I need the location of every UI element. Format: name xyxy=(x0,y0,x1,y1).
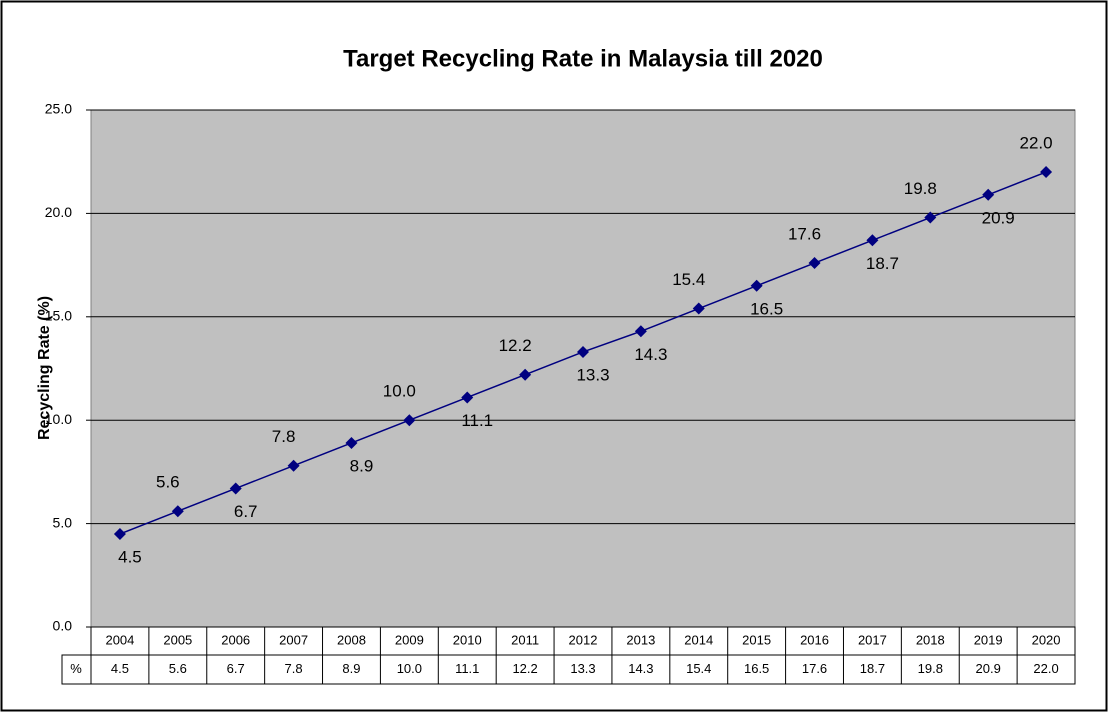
marker xyxy=(1040,166,1053,179)
marker xyxy=(577,345,589,358)
x-tick-label: 2016 xyxy=(800,632,829,647)
marker xyxy=(982,188,995,201)
table-value: 15.4 xyxy=(686,661,711,676)
x-tick-label: 2005 xyxy=(163,632,192,647)
marker xyxy=(866,234,879,247)
table-value: 22.0 xyxy=(1033,661,1058,676)
plot-area xyxy=(90,109,1076,628)
table-value: 18.7 xyxy=(860,661,885,676)
data-label: 22.0 xyxy=(1020,134,1053,153)
y-tick-label: 15.0 xyxy=(45,308,72,324)
data-label: 8.9 xyxy=(350,456,374,475)
x-tick-label: 2017 xyxy=(858,632,887,647)
data-label: 12.2 xyxy=(499,336,532,355)
marker xyxy=(113,527,126,540)
data-label: 13.3 xyxy=(576,365,609,384)
marker xyxy=(229,482,242,495)
x-tick-label: 2004 xyxy=(105,632,134,647)
data-label: 18.7 xyxy=(866,254,899,273)
y-axis-label: Recycling Rate (%) xyxy=(36,296,53,440)
x-tick-label: 2012 xyxy=(569,632,598,647)
marker xyxy=(461,391,474,404)
table-value: 10.0 xyxy=(397,661,422,676)
data-label: 19.8 xyxy=(904,179,937,198)
x-tick-label: 2020 xyxy=(1032,632,1061,647)
data-label: 16.5 xyxy=(750,299,783,318)
marker xyxy=(171,505,184,518)
y-tick-label: 25.0 xyxy=(45,101,72,117)
table-value: 11.1 xyxy=(455,661,479,676)
table-value: 14.3 xyxy=(628,661,653,676)
x-tick-label: 2007 xyxy=(279,632,308,647)
y-tick-label: 0.0 xyxy=(53,618,73,634)
table-value: 16.5 xyxy=(744,661,769,676)
x-tick-label: 2018 xyxy=(916,632,945,647)
x-tick-label: 2019 xyxy=(974,632,1003,647)
data-label: 17.6 xyxy=(788,225,821,244)
marker xyxy=(750,279,763,292)
table-value: 8.9 xyxy=(342,661,360,676)
marker xyxy=(287,459,300,472)
x-tick-label: 2010 xyxy=(453,632,482,647)
x-tick-label: 2011 xyxy=(511,632,539,647)
x-tick-label: 2008 xyxy=(337,632,366,647)
table-value: 17.6 xyxy=(802,661,827,676)
marker xyxy=(692,302,705,315)
data-table-header xyxy=(90,626,1076,656)
table-row-label: % xyxy=(70,661,82,676)
table-value: 6.7 xyxy=(227,661,245,676)
chart-title: Target Recycling Rate in Malaysia till 2… xyxy=(343,45,823,72)
table-value: 4.5 xyxy=(111,661,129,676)
table-value: 12.2 xyxy=(512,661,537,676)
x-tick-label: 2006 xyxy=(221,632,250,647)
table-value: 13.3 xyxy=(570,661,595,676)
data-label: 20.9 xyxy=(982,208,1015,227)
table-value: 7.8 xyxy=(285,661,303,676)
data-label: 6.7 xyxy=(234,502,258,521)
marker xyxy=(808,257,821,270)
y-tick-label: 5.0 xyxy=(53,514,73,530)
data-label: 11.1 xyxy=(461,411,493,430)
marker xyxy=(924,211,937,224)
data-label: 15.4 xyxy=(672,270,705,289)
x-tick-label: 2014 xyxy=(684,632,713,647)
x-tick-label: 2013 xyxy=(626,632,655,647)
x-tick-label: 2015 xyxy=(742,632,771,647)
data-label: 5.6 xyxy=(156,473,180,492)
data-label: 14.3 xyxy=(634,345,667,364)
data-label: 4.5 xyxy=(118,547,142,566)
table-value: 19.8 xyxy=(918,661,943,676)
marker xyxy=(519,368,532,381)
marker xyxy=(403,414,416,427)
table-value: 5.6 xyxy=(169,661,187,676)
data-label: 10.0 xyxy=(383,382,416,401)
data-label: 7.8 xyxy=(272,427,296,446)
marker xyxy=(345,436,358,449)
marker xyxy=(634,325,647,338)
y-tick-label: 10.0 xyxy=(45,411,72,427)
x-tick-label: 2009 xyxy=(395,632,424,647)
table-value: 20.9 xyxy=(976,661,1001,676)
y-tick-label: 20.0 xyxy=(45,204,72,220)
